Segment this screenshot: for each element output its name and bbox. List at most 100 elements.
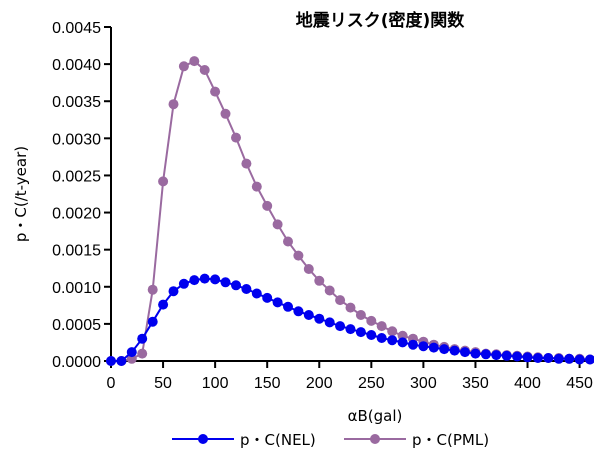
data-point — [355, 310, 366, 320]
data-point — [262, 292, 273, 303]
data-point — [314, 275, 325, 286]
data-point — [512, 351, 523, 362]
data-point — [460, 347, 470, 358]
data-point — [210, 274, 221, 285]
data-point — [272, 297, 283, 308]
data-point — [449, 345, 460, 356]
y-tick-label: 0.0020 — [52, 206, 101, 223]
x-tick-label: 400 — [514, 375, 541, 392]
data-point — [366, 330, 377, 340]
data-point — [220, 108, 231, 119]
series-line — [111, 59, 591, 362]
data-point — [241, 284, 252, 294]
legend: p・C(NEL) p・C(PML) — [172, 431, 489, 449]
data-point — [147, 316, 158, 327]
y-axis-title: p・C(/t-year) — [12, 146, 30, 242]
axes — [110, 27, 590, 362]
data-point — [564, 353, 575, 364]
y-tick-label: 0.0005 — [52, 317, 101, 334]
legend-marker-nel — [198, 434, 208, 444]
legend-label-pml: p・C(PML) — [412, 431, 489, 449]
series-1 — [106, 56, 594, 366]
data-point — [283, 236, 293, 247]
data-point — [324, 285, 335, 296]
data-point — [428, 342, 439, 353]
legend-label-nel: p・C(NEL) — [240, 431, 316, 449]
y-tick-label: 0.0040 — [52, 57, 101, 74]
data-point — [345, 324, 356, 335]
data-point — [501, 350, 512, 361]
data-point — [293, 306, 304, 317]
x-tick-label: 150 — [254, 375, 281, 392]
data-point — [158, 299, 169, 310]
data-point — [366, 315, 377, 326]
x-tick-label: 300 — [410, 375, 437, 392]
data-point — [314, 313, 325, 324]
data-point — [376, 333, 387, 343]
data-point — [106, 356, 116, 366]
data-point — [335, 295, 346, 306]
data-point — [585, 354, 594, 365]
data-point — [189, 56, 200, 67]
data-point — [553, 353, 564, 364]
data-point — [532, 353, 543, 363]
data-point — [272, 219, 283, 230]
data-point — [491, 350, 502, 361]
y-tick-label: 0.0015 — [52, 243, 101, 260]
y-tick-label: 0.0035 — [52, 94, 101, 111]
data-point — [376, 321, 387, 332]
data-point — [220, 277, 231, 288]
data-point — [303, 264, 314, 274]
data-point — [293, 250, 304, 261]
data-point — [189, 275, 200, 286]
x-tick-label: 100 — [202, 375, 229, 392]
y-tick-label: 0.0025 — [52, 168, 101, 185]
x-axis-ticks: 0 50 100 150 200 250 300 350 400 450 — [107, 361, 593, 392]
data-point — [116, 356, 127, 366]
y-axis-ticks: 0.0000 0.0005 0.0010 0.0015 0.0020 0.0025 0.00… — [52, 20, 111, 371]
x-tick-label: 50 — [154, 375, 172, 392]
data-point — [158, 176, 169, 187]
series-layer — [106, 56, 594, 366]
data-point — [355, 327, 366, 338]
data-point — [147, 284, 158, 295]
x-tick-label: 250 — [358, 375, 385, 392]
data-point — [522, 352, 533, 363]
data-point — [335, 321, 346, 332]
data-point — [137, 333, 148, 344]
data-point — [231, 132, 241, 143]
chart-title: 地震リスク(密度)関数 — [296, 10, 466, 31]
data-point — [241, 158, 252, 169]
data-point — [574, 354, 585, 365]
series-line — [111, 277, 590, 362]
y-tick-label: 0.0000 — [52, 354, 101, 371]
x-tick-label: 450 — [566, 375, 593, 392]
x-tick-label: 0 — [107, 375, 116, 392]
data-point — [470, 348, 481, 359]
data-point — [418, 341, 429, 352]
x-tick-label: 350 — [462, 375, 489, 392]
x-axis-title: αB(gal) — [348, 407, 403, 425]
data-point — [199, 273, 210, 284]
data-point — [178, 61, 189, 72]
data-point — [137, 348, 148, 359]
y-tick-label: 0.0045 — [52, 20, 101, 37]
data-point — [480, 349, 491, 360]
data-point — [387, 326, 398, 337]
legend-item-nel: p・C(NEL) — [172, 431, 316, 449]
data-point — [210, 86, 221, 97]
data-point — [345, 302, 356, 313]
data-point — [439, 344, 450, 355]
data-point — [126, 347, 137, 358]
data-point — [397, 337, 408, 348]
data-point — [168, 286, 179, 297]
legend-marker-pml — [370, 434, 380, 444]
data-point — [251, 288, 262, 299]
data-point — [168, 99, 179, 110]
data-point — [283, 301, 293, 312]
data-point — [408, 339, 418, 350]
data-point — [303, 310, 314, 320]
series-0 — [106, 273, 594, 366]
data-point — [199, 65, 210, 75]
